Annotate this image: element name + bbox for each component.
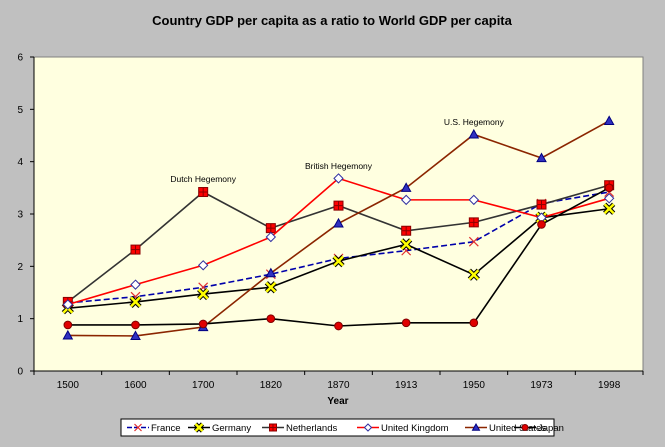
legend-item-united-states: United States	[465, 422, 546, 434]
series-united-kingdom-point	[197, 260, 209, 271]
x-stroke	[134, 423, 142, 432]
series-united-states	[62, 115, 615, 341]
legend-item-germany-swatch-marker	[193, 422, 205, 433]
legend-item-united-kingdom: United Kingdom	[357, 423, 449, 434]
series-japan-point	[266, 314, 276, 323]
series-united-states-point	[468, 128, 480, 139]
x-tick-label: 1700	[192, 380, 215, 391]
series-japan-point	[401, 318, 411, 328]
x-tick-label: 1998	[598, 380, 621, 391]
series-germany-point	[467, 268, 480, 281]
y-tick-label: 0	[17, 367, 23, 378]
y-tick-label: 1	[17, 314, 23, 325]
series-germany	[61, 202, 616, 315]
series-japan-point	[604, 183, 614, 193]
series-japan-point	[469, 318, 479, 328]
series-netherlands-point	[130, 244, 141, 255]
series-germany-point	[332, 255, 345, 268]
series-united-states-point	[265, 267, 277, 278]
x-stroke	[468, 236, 479, 247]
y-tick-label: 3	[17, 210, 23, 221]
series-netherlands-point	[536, 199, 547, 210]
series-japan-point	[131, 320, 140, 330]
legend-item-netherlands-swatch-marker	[269, 423, 277, 432]
x-stroke	[130, 296, 141, 308]
series-japan-point	[537, 220, 546, 229]
x-stroke	[197, 288, 209, 300]
x-tick-label: 1913	[395, 380, 418, 391]
legend: France Germany Netherlands United Kingdom Un…	[127, 422, 564, 434]
legend-item-netherlands-label: Netherlands	[286, 423, 337, 434]
legend-item-united-states-swatch-marker	[471, 422, 481, 431]
series-japan-point	[63, 320, 73, 330]
series-united-kingdom-point	[603, 193, 615, 204]
x-stroke	[400, 238, 412, 250]
annotation-label: British Hegemony	[305, 161, 373, 171]
series-united-kingdom-point	[130, 279, 141, 290]
series-united-states-point	[130, 330, 141, 341]
series-germany-point	[264, 281, 277, 294]
legend-box	[120, 418, 555, 437]
series-united-states-point	[536, 152, 547, 163]
y-tick-label: 2	[17, 262, 23, 273]
series-germany-point	[400, 238, 413, 251]
series-netherlands-point	[198, 187, 209, 198]
annotation-label: Dutch Hegemony	[170, 174, 236, 184]
legend-item-japan: Japan	[514, 423, 564, 434]
annotation-label: U.S. Hegemony	[444, 117, 505, 127]
series-netherlands-point	[333, 200, 344, 211]
x-tick-label: 1500	[57, 380, 80, 391]
x-stroke	[468, 269, 480, 281]
series-netherlands-point	[265, 223, 276, 234]
series-japan-point	[334, 321, 343, 331]
series-united-kingdom-point	[265, 231, 277, 243]
legend-item-japan-label: Japan	[538, 423, 564, 434]
x-tick-label: 1870	[327, 380, 350, 391]
x-tick-label: 1600	[124, 380, 147, 391]
x-tick-label: 1950	[463, 380, 486, 391]
x-stroke	[194, 423, 204, 432]
y-tick-label: 6	[17, 53, 23, 64]
series-united-kingdom-point	[62, 299, 74, 310]
axes: 0 1 2 3 4 5 6 1500 1600 1700 1820 1870 1913 1950 1973 1…	[17, 53, 644, 391]
legend-item-germany-label: Germany	[212, 423, 251, 434]
series-japan-point	[198, 319, 208, 329]
legend-item-united-kingdom-swatch-marker	[363, 423, 373, 432]
legend-item-france-swatch-marker	[134, 423, 142, 432]
legend-item-united-states-label: United States	[489, 423, 546, 434]
series-layer	[61, 115, 616, 341]
series-netherlands-point	[468, 217, 479, 228]
annotations: Dutch Hegemony British Hegemony U.S. Hegem…	[170, 117, 504, 184]
series-netherlands-point	[401, 225, 412, 236]
y-tick-label: 5	[17, 105, 23, 116]
legend-item-netherlands: Netherlands	[262, 423, 337, 434]
series-france-point	[468, 236, 479, 247]
legend-item-france-label: France	[151, 423, 181, 434]
series-germany-point	[129, 295, 142, 309]
series-united-kingdom-point	[333, 173, 344, 184]
series-united-states-point	[400, 182, 412, 192]
series-united-states-point	[603, 115, 615, 125]
x-stroke	[333, 255, 344, 267]
series-united-kingdom-point	[468, 194, 480, 206]
x-stroke	[603, 203, 615, 215]
x-stroke	[265, 281, 277, 293]
series-united-states-point	[62, 329, 74, 340]
series-japan	[63, 183, 614, 331]
y-tick-label: 4	[17, 157, 23, 168]
series-united-states-point	[333, 217, 344, 228]
series-germany-point	[197, 287, 210, 301]
series-germany-point	[603, 202, 616, 215]
legend-item-germany: Germany	[188, 422, 251, 434]
x-axis-label: Year	[327, 396, 348, 407]
legend-item-france: France	[127, 423, 181, 434]
legend-item-japan-swatch-marker	[521, 424, 529, 431]
x-tick-label: 1973	[530, 380, 553, 391]
series-united-kingdom-point	[400, 194, 412, 206]
legend-item-united-kingdom-label: United Kingdom	[381, 423, 449, 434]
x-tick-label: 1820	[260, 380, 283, 391]
chart-title: Country GDP per capita as a ratio to Wor…	[152, 13, 513, 28]
